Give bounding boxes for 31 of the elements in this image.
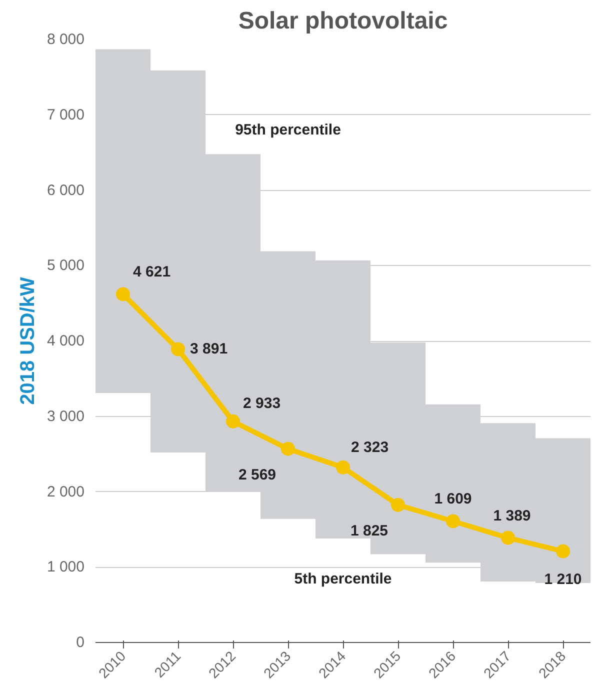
point — [556, 544, 570, 558]
point — [501, 530, 515, 545]
point — [391, 498, 405, 512]
data-label: 1 609 — [434, 490, 472, 508]
data-label: 4 621 — [133, 264, 171, 281]
point — [226, 414, 240, 428]
point — [281, 442, 295, 456]
y-tick-label: 5 000 — [46, 257, 85, 274]
y-axis-title: 2018 USD/kW — [16, 276, 39, 405]
data-label: 1 825 — [350, 522, 388, 540]
y-tick-label: 3 000 — [46, 408, 85, 425]
data-label: 1 210 — [544, 570, 582, 588]
data-label: 3 891 — [190, 340, 228, 358]
point — [336, 460, 350, 474]
y-tick-label: 4 000 — [46, 332, 85, 350]
y-tick-label: 8 000 — [46, 31, 85, 48]
y-tick-label: 7 000 — [46, 106, 85, 124]
point — [116, 287, 130, 302]
chart-title: Solar photovoltaic — [238, 8, 448, 34]
data-label: 2 569 — [238, 466, 276, 484]
annotation: 95th percentile — [235, 121, 341, 138]
point — [171, 342, 185, 356]
point — [446, 514, 460, 528]
y-tick-label: 1 000 — [46, 558, 85, 576]
y-tick-label: 6 000 — [46, 182, 85, 199]
annotation: 5th percentile — [294, 570, 392, 588]
data-label: 1 389 — [493, 507, 531, 524]
y-tick-label: 0 — [76, 634, 84, 651]
data-label: 2 933 — [243, 394, 281, 412]
data-label: 2 323 — [351, 438, 389, 456]
y-tick-label: 2 000 — [46, 483, 85, 500]
